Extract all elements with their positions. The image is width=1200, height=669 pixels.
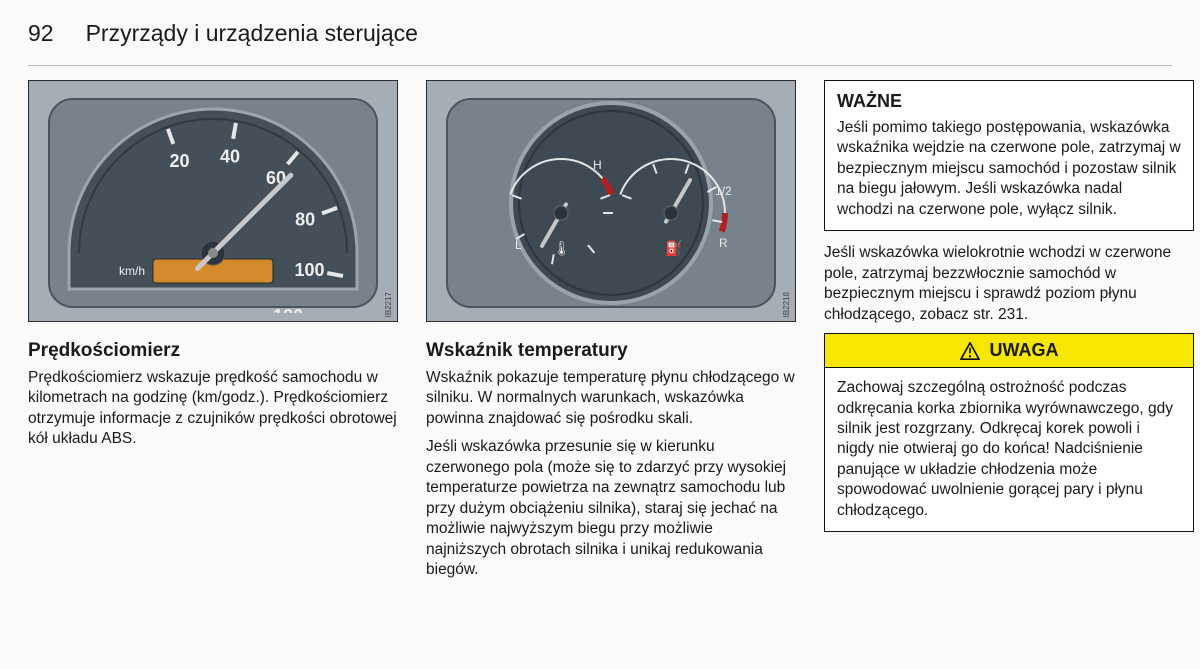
page-title: Przyrządy i urządzenia sterujące bbox=[86, 20, 418, 47]
warning-triangle-icon bbox=[960, 342, 980, 360]
caution-heading-text: UWAGA bbox=[990, 340, 1059, 361]
svg-text:H: H bbox=[593, 158, 602, 172]
svg-text:⛽: ⛽ bbox=[665, 240, 682, 257]
svg-text:120: 120 bbox=[273, 306, 303, 313]
right-body-text: Jeśli wskazówka wielokrotnie wchodzi w c… bbox=[824, 243, 1194, 325]
caution-box: UWAGA Zachowaj szczególną ostrożność pod… bbox=[824, 333, 1194, 532]
temp-body-2: Jeśli wskazówka przesunie się w kierunku… bbox=[426, 437, 796, 580]
temp-heading: Wskaźnik temperatury bbox=[426, 340, 796, 362]
svg-text:🌡: 🌡 bbox=[553, 240, 571, 256]
important-box: WAŻNE Jeśli pomimo takiego postępowania,… bbox=[824, 80, 1194, 231]
svg-text:80: 80 bbox=[295, 209, 315, 229]
speedometer-body: Prędkościomierz wskazuje prędkość samoch… bbox=[28, 368, 398, 450]
temp-gauge-svg: L H 🌡 R 1/2 ⛽ bbox=[441, 93, 781, 313]
svg-text:R: R bbox=[719, 236, 728, 250]
svg-text:20: 20 bbox=[169, 151, 189, 171]
speedometer-gauge-svg: 20406080100120140160180200220240260km/h bbox=[43, 93, 383, 313]
important-body: Jeśli pomimo takiego postępowania, wskaz… bbox=[837, 118, 1181, 220]
svg-text:km/h: km/h bbox=[119, 264, 145, 278]
speedometer-heading: Prędkościomierz bbox=[28, 340, 398, 362]
svg-text:1/2: 1/2 bbox=[715, 184, 732, 198]
svg-text:L: L bbox=[515, 238, 522, 252]
caution-heading-bar: UWAGA bbox=[824, 333, 1194, 367]
temp-body-1: Wskaźnik pokazuje temperaturę płynu chło… bbox=[426, 368, 796, 429]
header-divider bbox=[28, 65, 1172, 66]
figure-id: IB2218 bbox=[782, 292, 791, 317]
caution-body: Zachowaj szczególną ostrożność pod­czas … bbox=[824, 367, 1194, 532]
page-number: 92 bbox=[28, 20, 54, 47]
temp-figure: L H 🌡 R 1/2 ⛽ IB2218 bbox=[426, 80, 796, 322]
svg-text:40: 40 bbox=[220, 146, 240, 166]
svg-text:100: 100 bbox=[294, 260, 324, 280]
speedometer-figure: 20406080100120140160180200220240260km/h … bbox=[28, 80, 398, 322]
important-heading: WAŻNE bbox=[837, 91, 1181, 112]
figure-id: IB2217 bbox=[384, 292, 393, 317]
content-columns: 20406080100120140160180200220240260km/h … bbox=[28, 80, 1172, 589]
